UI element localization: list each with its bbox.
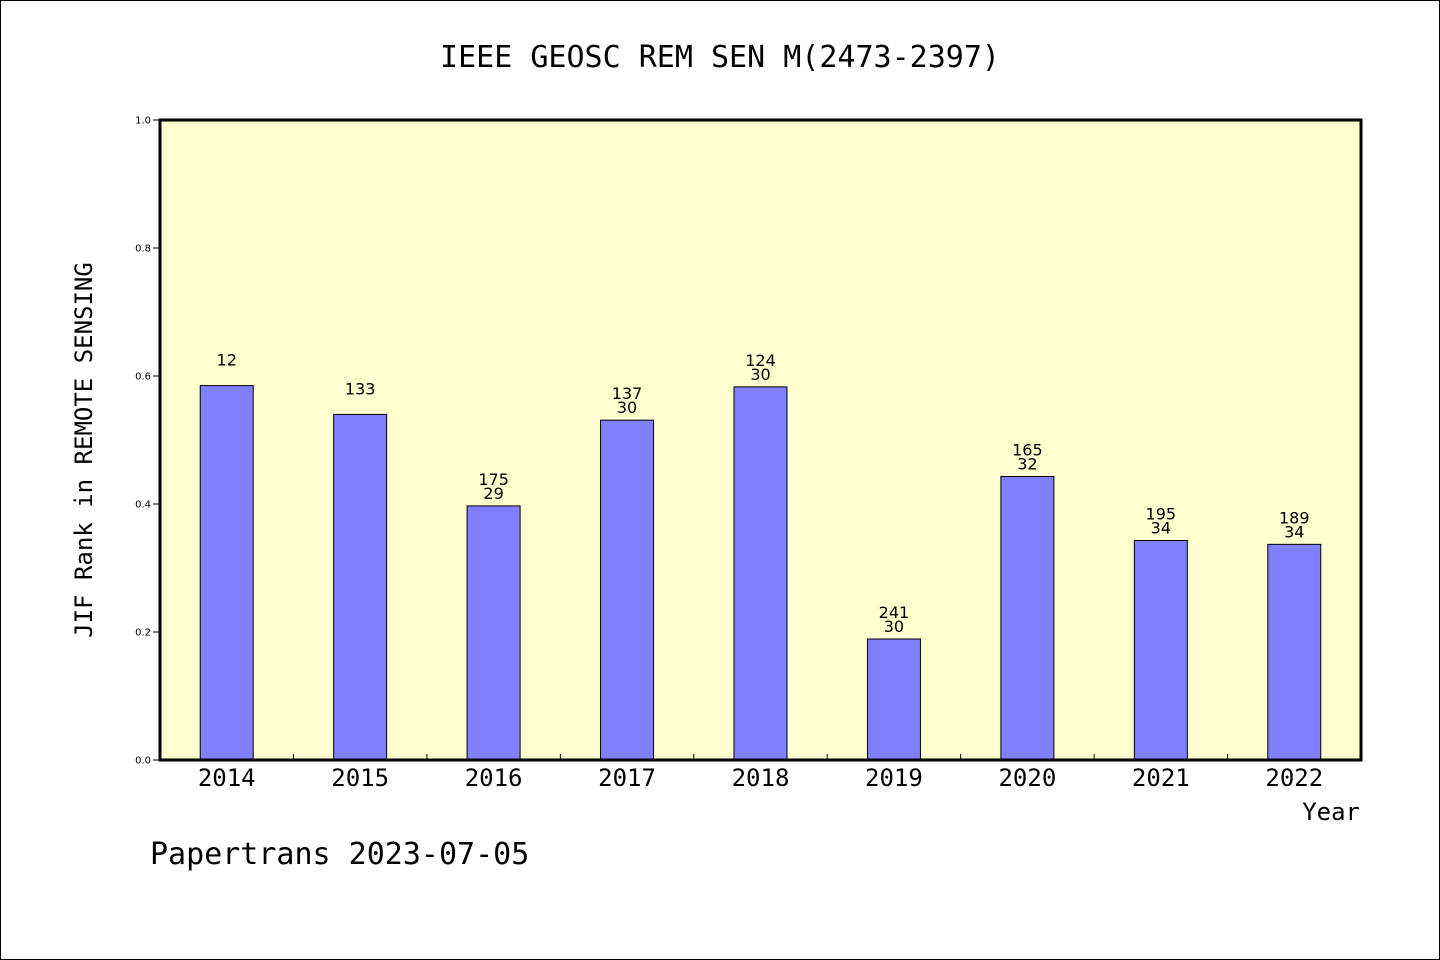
y-axis-ticks: 0.0 0.2 0.4 0.6 0.8 1.0 bbox=[135, 116, 160, 767]
chart-title: IEEE GEOSC REM SEN M(2473-2397) bbox=[440, 40, 1000, 75]
data-label-top: 12 bbox=[217, 351, 237, 370]
data-label-top: 175 bbox=[478, 470, 509, 489]
data-label-bottom: 30 bbox=[617, 398, 637, 417]
y-tick-label: 0.2 bbox=[135, 628, 151, 639]
data-label-bottom: 29 bbox=[483, 484, 503, 503]
data-label-top: 195 bbox=[1146, 504, 1177, 523]
y-axis-label: JIF Rank in REMOTE SENSING bbox=[70, 262, 98, 638]
x-tick-label: 2022 bbox=[1265, 764, 1323, 792]
bar-2022 bbox=[1267, 543, 1322, 761]
bar-2016 bbox=[466, 505, 521, 761]
y-tick-label: 1.0 bbox=[135, 116, 151, 127]
data-label-bottom: 34 bbox=[1284, 522, 1304, 541]
bar-2017 bbox=[600, 419, 655, 761]
bar-2014 bbox=[199, 385, 254, 761]
data-label-bottom: 30 bbox=[750, 365, 770, 384]
data-label-top: 165 bbox=[1012, 440, 1043, 459]
x-tick-label: 2021 bbox=[1132, 764, 1190, 792]
data-label-top: 241 bbox=[879, 603, 910, 622]
y-tick-label: 0.4 bbox=[135, 500, 151, 511]
bars-group bbox=[199, 385, 1322, 761]
plot-border bbox=[158, 118, 1363, 762]
y-tick-label: 0.6 bbox=[135, 372, 151, 383]
bar-2021 bbox=[1133, 539, 1188, 761]
y-tick-label: 0.8 bbox=[135, 244, 151, 255]
data-label-bottom: 34 bbox=[1151, 518, 1171, 537]
bar-2020 bbox=[1000, 475, 1055, 761]
x-tick-label: 2014 bbox=[198, 764, 256, 792]
bar-2018 bbox=[733, 386, 788, 761]
data-label-top: 133 bbox=[345, 379, 376, 398]
bar-2019 bbox=[866, 638, 921, 761]
x-tick-label: 2016 bbox=[465, 764, 523, 792]
x-tick-label: 2015 bbox=[331, 764, 389, 792]
bar-2015 bbox=[333, 413, 388, 761]
data-label-bottom: 32 bbox=[1017, 454, 1037, 473]
data-label-top: 124 bbox=[745, 351, 776, 370]
y-tick-label: 0.0 bbox=[135, 756, 151, 767]
x-axis-label: Year bbox=[1302, 798, 1360, 826]
x-tick-label: 2018 bbox=[732, 764, 790, 792]
footer-date: Papertrans 2023-07-05 bbox=[150, 837, 529, 872]
x-tick-label: 2020 bbox=[998, 764, 1056, 792]
data-label-bottom: 30 bbox=[884, 617, 904, 636]
x-tick-label: 2019 bbox=[865, 764, 923, 792]
x-tick-label: 2017 bbox=[598, 764, 656, 792]
x-axis-ticks: 2014 2015 2016 2017 2018 2019 2020 2021 2022 bbox=[198, 754, 1323, 792]
data-label-top: 137 bbox=[612, 384, 643, 403]
data-label-top: 189 bbox=[1279, 508, 1310, 527]
